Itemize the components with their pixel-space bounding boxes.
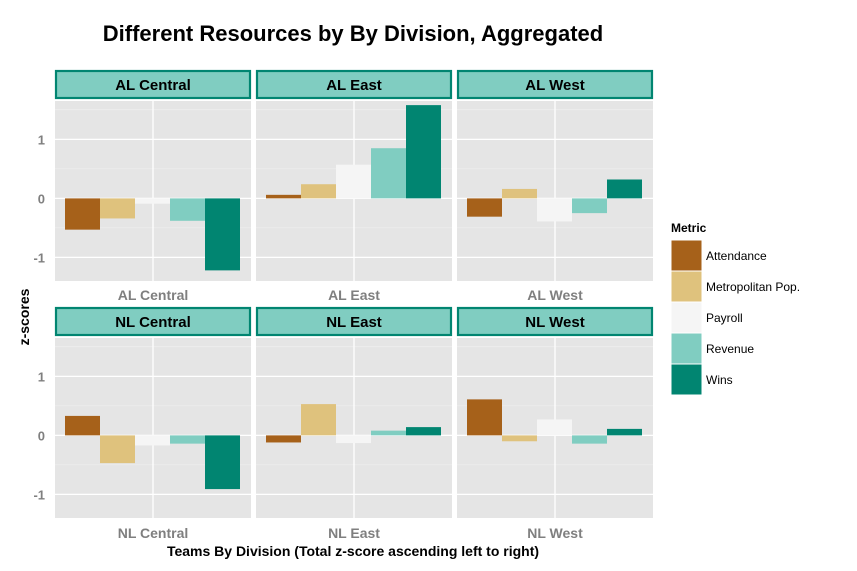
bar-al-central-metropolitan-pop	[100, 198, 135, 219]
bar-nl-central-wins	[205, 435, 240, 490]
bar-al-west-attendance	[467, 198, 502, 217]
bar-al-east-metropolitan-pop	[301, 184, 336, 199]
bar-nl-east-attendance	[266, 435, 301, 443]
legend-key-metropolitan-pop	[670, 270, 703, 303]
bar-nl-east-metropolitan-pop	[301, 404, 336, 436]
y-tick-label: 0	[38, 428, 45, 443]
legend-key-payroll	[670, 301, 703, 334]
x-tick-label: NL Central	[118, 525, 189, 541]
strip-nl-east	[255, 306, 453, 337]
bar-al-east-wins	[406, 105, 441, 199]
x-tick-label: NL East	[328, 525, 380, 541]
bar-nl-west-revenue	[572, 435, 607, 444]
legend-key-revenue	[670, 332, 703, 365]
strip-al-west	[456, 69, 654, 100]
legend-key-attendance	[670, 239, 703, 272]
strip-label: NL West	[525, 314, 584, 331]
strip-label: NL Central	[115, 314, 191, 331]
bar-al-central-payroll	[135, 198, 170, 204]
bar-nl-east-wins	[406, 427, 441, 436]
bar-nl-east-revenue	[371, 430, 406, 436]
y-axis-label: z-scores	[16, 288, 32, 345]
bar-nl-central-revenue	[170, 435, 205, 444]
chart-title: Different Resources by By Division, Aggr…	[103, 21, 603, 46]
y-tick-label: 1	[38, 369, 45, 384]
panel-al-west: AL West AL West	[456, 69, 654, 303]
panel-nl-east: NL East NL East	[255, 306, 453, 541]
bar-al-west-revenue	[572, 198, 607, 214]
panel-nl-central: NL Central NL Central -1 0 1	[33, 306, 252, 541]
bar-nl-west-wins	[607, 428, 642, 436]
strip-nl-central	[54, 306, 252, 337]
x-tick-label: AL Central	[118, 287, 189, 303]
bar-nl-west-metropolitan-pop	[502, 435, 537, 442]
bar-al-east-attendance	[266, 194, 301, 199]
legend-label-wins: Wins	[706, 373, 733, 387]
legend-label-payroll: Payroll	[706, 311, 743, 325]
bar-nl-east-payroll	[336, 435, 371, 444]
strip-label: AL West	[525, 77, 584, 94]
x-tick-label: AL East	[328, 287, 380, 303]
bar-al-west-payroll	[537, 198, 572, 222]
legend-title: Metric	[671, 221, 707, 235]
panel-nl-west: NL West NL West	[456, 306, 654, 541]
strip-al-east	[255, 69, 453, 100]
y-tick-label: -1	[33, 250, 45, 265]
strip-label: AL Central	[115, 77, 191, 94]
bar-al-east-revenue	[371, 148, 406, 199]
bar-nl-central-payroll	[135, 435, 170, 446]
legend-label-revenue: Revenue	[706, 342, 754, 356]
strip-label: NL East	[326, 314, 382, 331]
x-tick-label: AL West	[527, 287, 583, 303]
y-tick-label: 1	[38, 132, 45, 147]
bar-nl-west-attendance	[467, 399, 502, 436]
bar-al-west-wins	[607, 179, 642, 199]
bar-al-west-metropolitan-pop	[502, 188, 537, 199]
strip-nl-west	[456, 306, 654, 337]
legend-label-attendance: Attendance	[706, 249, 767, 263]
panel-al-east: AL East AL East	[255, 69, 453, 303]
x-axis-label: Teams By Division (Total z-score ascendi…	[167, 543, 539, 559]
bar-nl-central-attendance	[65, 415, 100, 436]
y-tick-label: 0	[38, 191, 45, 206]
x-tick-label: NL West	[527, 525, 583, 541]
strip-label: AL East	[326, 77, 382, 94]
y-tick-label: -1	[33, 487, 45, 502]
legend-label-metropolitan-pop: Metropolitan Pop.	[706, 280, 800, 294]
bar-nl-west-payroll	[537, 419, 572, 436]
panel-al-central: AL Central AL Central -1 0 1	[33, 69, 252, 303]
bar-nl-central-metropolitan-pop	[100, 435, 135, 464]
strip-al-central	[54, 69, 252, 100]
bar-al-central-wins	[205, 198, 240, 271]
bar-al-east-payroll	[336, 164, 371, 199]
bar-al-central-attendance	[65, 198, 100, 230]
legend: Metric Attendance Metropolitan Pop. Payrol…	[670, 221, 800, 396]
legend-key-wins	[670, 363, 703, 396]
bar-al-central-revenue	[170, 198, 205, 221]
